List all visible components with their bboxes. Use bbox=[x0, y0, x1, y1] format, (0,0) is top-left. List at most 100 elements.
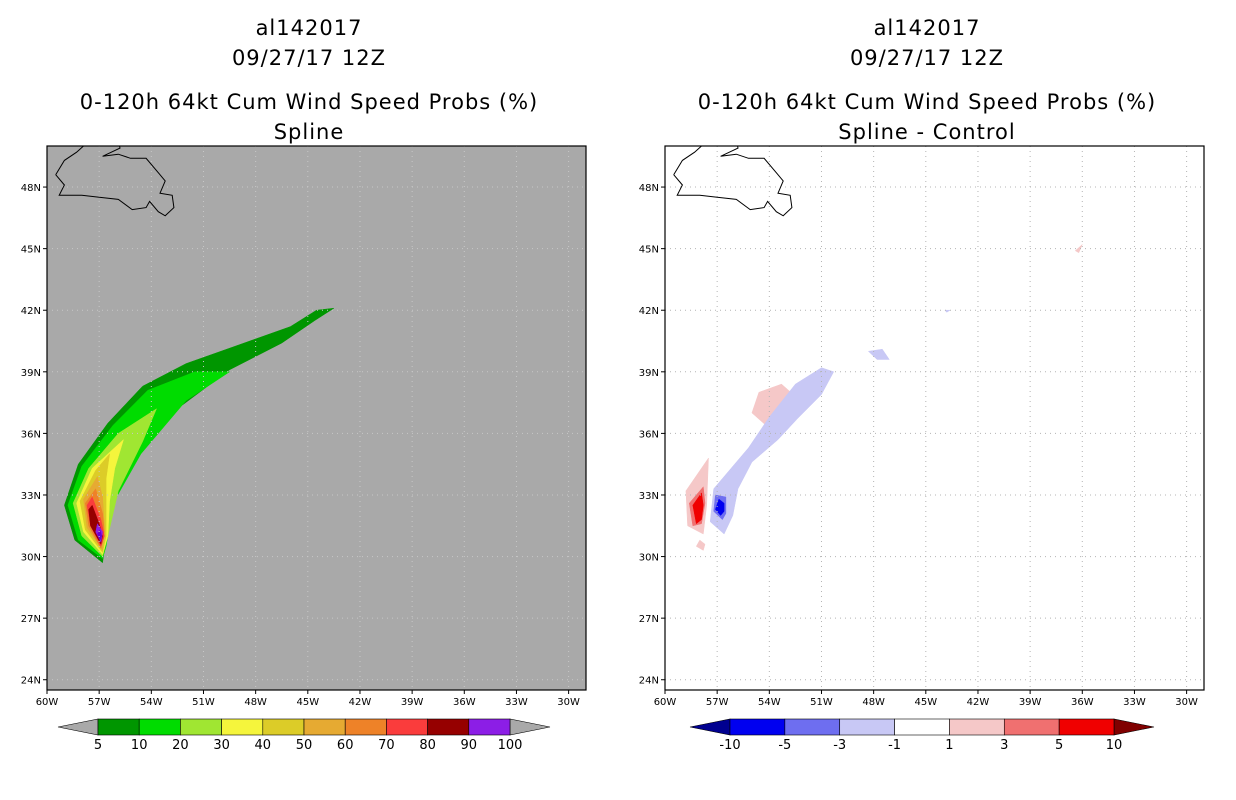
storm-id: al142017 bbox=[255, 16, 363, 40]
left-map-plot: 60W 57W 54W 51W 48W 45W 42W 39W 36W 33W 30W 24N 27N 3… bbox=[21, 145, 587, 753]
colorbar-swatch bbox=[839, 718, 895, 736]
colorbar-label: 20 bbox=[172, 738, 189, 753]
y-tick-label: 27N bbox=[639, 614, 659, 625]
x-tick-label: 33W bbox=[505, 697, 528, 708]
colorbar-high-arrow bbox=[509, 718, 551, 736]
y-tick-label: 42N bbox=[21, 306, 41, 317]
y-tick-label: 45N bbox=[21, 245, 41, 256]
chart-subtitle: Spline - Control bbox=[838, 120, 1016, 144]
contour-level-5 bbox=[692, 492, 704, 525]
y-tick-label: 42N bbox=[639, 306, 659, 317]
colorbar-swatch bbox=[221, 718, 264, 736]
x-tick-label: 36W bbox=[453, 697, 476, 708]
contour-level-100 bbox=[97, 529, 103, 541]
colorbar-swatch bbox=[784, 718, 841, 736]
x-tick-label: 42W bbox=[967, 697, 990, 708]
chart-subtitle: Spline bbox=[273, 120, 345, 144]
x-tick-label: 36W bbox=[1071, 697, 1094, 708]
plot-frame bbox=[664, 145, 1205, 691]
colorbar-label: 30 bbox=[213, 738, 230, 753]
y-tick-label: 24N bbox=[21, 676, 41, 687]
colorbar-swatch bbox=[138, 718, 181, 736]
colorbar-label: 50 bbox=[296, 738, 313, 753]
colorbar-swatch bbox=[1058, 718, 1115, 736]
x-tick-label: 45W bbox=[296, 697, 319, 708]
colorbar-swatch bbox=[303, 718, 346, 736]
map-background bbox=[665, 146, 1204, 690]
x-tick-label: 33W bbox=[1123, 697, 1146, 708]
colorbar-label: 5 bbox=[94, 738, 102, 753]
colorbar-swatch bbox=[262, 718, 305, 736]
chart-title: 0-120h 64kt Cum Wind Speed Probs (%) bbox=[79, 90, 539, 114]
colorbar-low-arrow bbox=[57, 718, 99, 736]
y-tick-label: 30N bbox=[21, 553, 41, 564]
contour-level--1 bbox=[709, 367, 835, 535]
colorbar-swatch bbox=[949, 718, 1005, 736]
colorbar-label: 70 bbox=[378, 738, 395, 753]
colorbar-label: -5 bbox=[778, 738, 791, 753]
y-tick-label: 48N bbox=[639, 183, 659, 194]
map-layer bbox=[47, 146, 586, 690]
colorbar-swatch bbox=[1003, 718, 1060, 736]
contour-level-1 bbox=[695, 539, 706, 551]
colorbar-label: 3 bbox=[1000, 738, 1008, 753]
x-tick-label: 57W bbox=[706, 697, 729, 708]
x-tick-label: 54W bbox=[758, 697, 781, 708]
forecast-datetime: 09/27/17 12Z bbox=[231, 46, 387, 70]
right-panel: al142017 09/27/17 12Z 0-120h 64kt Cum Wi… bbox=[618, 0, 1236, 800]
x-tick-label: 51W bbox=[810, 697, 833, 708]
colorbar-label: 90 bbox=[461, 738, 478, 753]
colorbar-swatch bbox=[97, 718, 140, 736]
colorbar-swatch bbox=[180, 718, 222, 736]
x-tick-label: 60W bbox=[36, 697, 59, 708]
y-tick-label: 24N bbox=[639, 676, 659, 687]
y-tick-label: 36N bbox=[21, 429, 41, 440]
x-tick-label: 39W bbox=[401, 697, 424, 708]
plot-frame bbox=[46, 145, 587, 691]
y-tick-label: 33N bbox=[21, 491, 41, 502]
colorbar-label: 10 bbox=[1106, 738, 1123, 753]
x-tick-label: 39W bbox=[1019, 697, 1042, 708]
x-tick-label: 57W bbox=[88, 697, 111, 708]
storm-id: al142017 bbox=[873, 16, 981, 40]
y-tick-label: 27N bbox=[21, 614, 41, 625]
right-map-plot: 60W 57W 54W 51W 48W 45W 42W 39W 36W 33W 30W 24N 27N 3… bbox=[639, 145, 1205, 753]
colorbar-swatch bbox=[427, 718, 470, 736]
newfoundland-coastline bbox=[673, 146, 793, 217]
colorbar-label: 5 bbox=[1055, 738, 1063, 753]
map-layer bbox=[665, 146, 1204, 690]
x-tick-label: 42W bbox=[349, 697, 372, 708]
y-tick-label: 30N bbox=[639, 553, 659, 564]
colorbar-label: -3 bbox=[833, 738, 846, 753]
left-panel: al142017 09/27/17 12Z 0-120h 64kt Cum Wi… bbox=[21, 16, 587, 753]
y-tick-label: 39N bbox=[639, 368, 659, 379]
y-tick-label: 45N bbox=[639, 245, 659, 256]
colorbar-label: 10 bbox=[131, 738, 148, 753]
x-tick-label: 54W bbox=[140, 697, 163, 708]
x-tick-label: 51W bbox=[192, 697, 215, 708]
colorbar-swatch bbox=[729, 718, 786, 736]
x-tick-label: 60W bbox=[654, 697, 677, 708]
x-tick-label: 30W bbox=[557, 697, 580, 708]
y-tick-label: 33N bbox=[639, 491, 659, 502]
colorbar-swatch bbox=[468, 718, 511, 736]
chart-title: 0-120h 64kt Cum Wind Speed Probs (%) bbox=[697, 90, 1157, 114]
y-tick-label: 36N bbox=[639, 429, 659, 440]
colorbar-label: -1 bbox=[888, 738, 901, 753]
colorbar-swatch bbox=[894, 718, 950, 736]
x-tick-label: 48W bbox=[862, 697, 885, 708]
colorbar-label: 80 bbox=[419, 738, 436, 753]
colorbar-swatch bbox=[386, 718, 428, 736]
x-tick-label: 45W bbox=[914, 697, 937, 708]
colorbar-label: 1 bbox=[945, 738, 953, 753]
y-tick-label: 39N bbox=[21, 368, 41, 379]
contour-level--1 bbox=[944, 309, 951, 313]
colorbar-high-arrow bbox=[1113, 718, 1155, 736]
y-tick-label: 48N bbox=[21, 183, 41, 194]
colorbar-label: -10 bbox=[719, 738, 740, 753]
colorbar-label: 60 bbox=[337, 738, 354, 753]
x-tick-label: 48W bbox=[244, 697, 267, 708]
forecast-datetime: 09/27/17 12Z bbox=[849, 46, 1005, 70]
x-tick-label: 30W bbox=[1175, 697, 1198, 708]
colorbar-label: 100 bbox=[498, 738, 523, 753]
